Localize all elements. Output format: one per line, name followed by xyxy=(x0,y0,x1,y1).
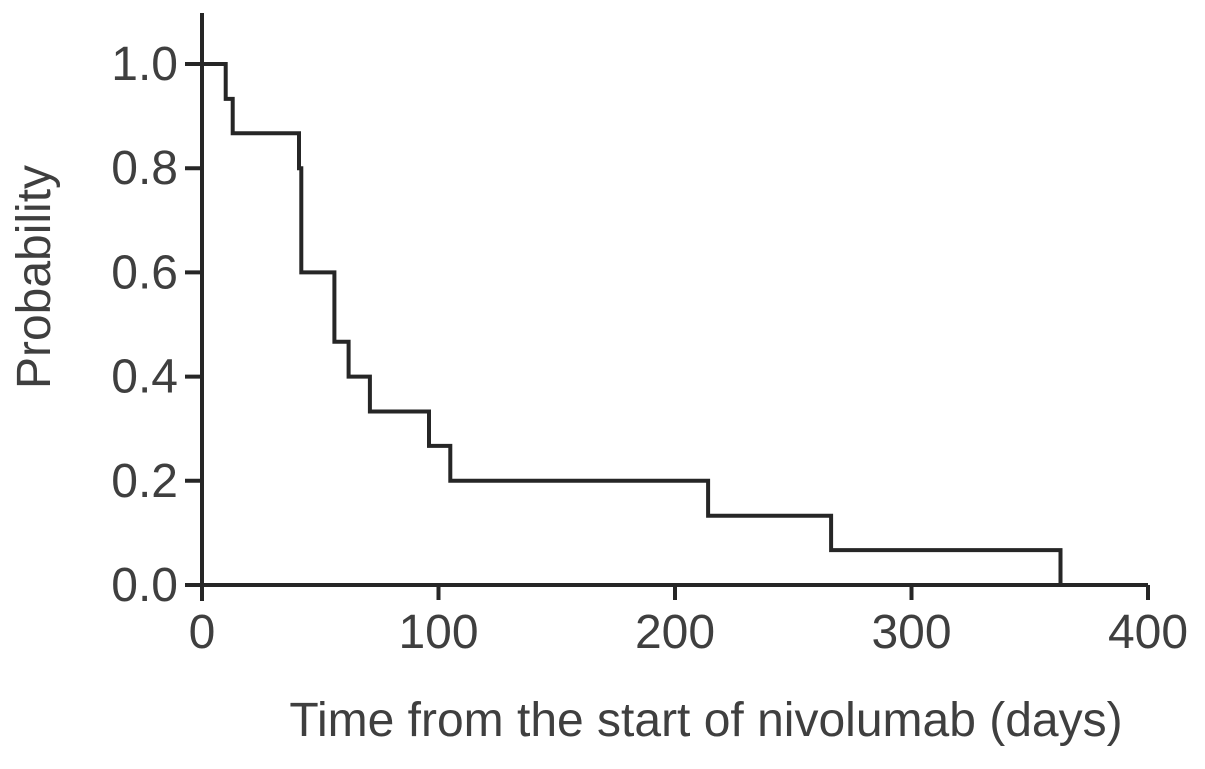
y-axis-title: Probability xyxy=(8,165,61,389)
tick-marks xyxy=(185,62,1150,600)
x-tick-label: 300 xyxy=(871,606,951,659)
x-tick-label: 200 xyxy=(635,606,715,659)
x-tick-label: 100 xyxy=(398,606,478,659)
x-tick-label: 0 xyxy=(189,606,216,659)
tick-labels: 0.0 0.2 0.4 0.6 0.8 1.0 0 100 200 300 400 xyxy=(111,38,1188,659)
y-tick-label: 0.0 xyxy=(111,559,178,612)
x-axis-title: Time from the start of nivolumab (days) xyxy=(289,694,1122,747)
y-tick-label: 0.2 xyxy=(111,455,178,508)
x-tick-label: 400 xyxy=(1108,606,1188,659)
y-tick-label: 0.6 xyxy=(111,246,178,299)
axes xyxy=(200,13,1148,601)
survival-curve xyxy=(202,62,1063,585)
y-tick-label: 1.0 xyxy=(111,38,178,91)
y-tick-label: 0.4 xyxy=(111,351,178,404)
y-tick-label: 0.8 xyxy=(111,142,178,195)
